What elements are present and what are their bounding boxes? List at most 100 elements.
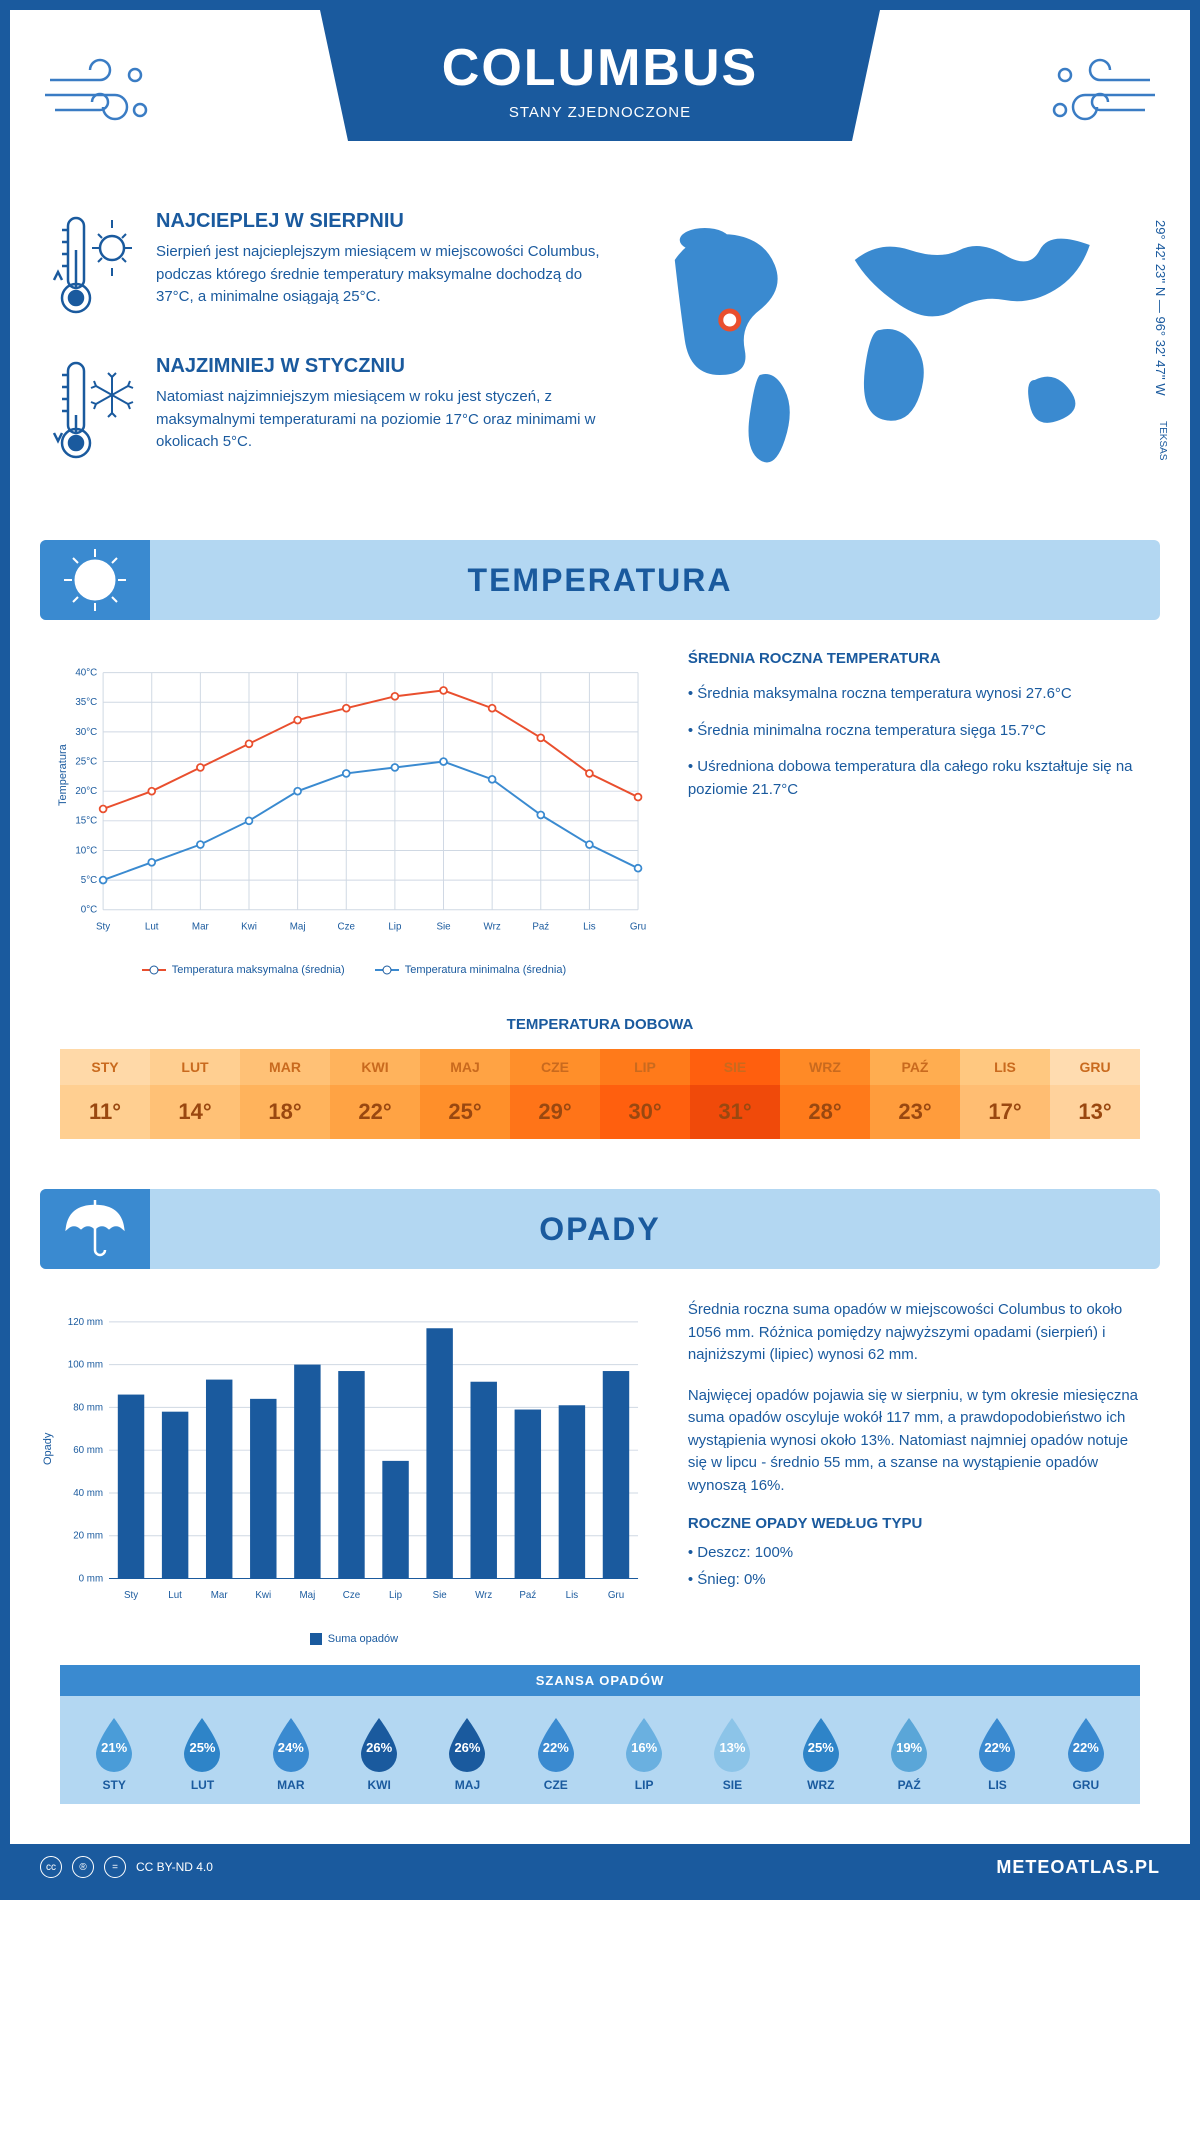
- umbrella-icon: [40, 1189, 150, 1269]
- nd-icon: =: [104, 1856, 126, 1878]
- svg-text:5°C: 5°C: [81, 875, 97, 886]
- warmest-title: NAJCIEPLEJ W SIERPNIU: [156, 210, 610, 233]
- coldest-text: Natomiast najzimniejszym miesiącem w rok…: [156, 386, 610, 454]
- rain-chance-row: 21%STY25%LUT24%MAR26%KWI26%MAJ22%CZE16%L…: [60, 1696, 1140, 1804]
- temperature-stats: ŚREDNIA ROCZNA TEMPERATURA • Średnia mak…: [688, 650, 1140, 976]
- country-subtitle: STANY ZJEDNOCZONE: [320, 104, 880, 121]
- svg-text:Paź: Paź: [532, 921, 549, 932]
- svg-text:Sty: Sty: [96, 921, 110, 932]
- svg-text:60 mm: 60 mm: [73, 1445, 103, 1456]
- rain-chance-block: SZANSA OPADÓW 21%STY25%LUT24%MAR26%KWI26…: [60, 1665, 1140, 1804]
- intro-row: NAJCIEPLEJ W SIERPNIU Sierpień jest najc…: [10, 190, 1190, 530]
- svg-text:10°C: 10°C: [75, 845, 97, 856]
- legend-max: Temperatura maksymalna (średnia): [172, 964, 345, 976]
- svg-text:Lut: Lut: [145, 921, 159, 932]
- svg-text:Lis: Lis: [566, 1590, 579, 1601]
- svg-text:100 mm: 100 mm: [68, 1360, 103, 1371]
- rain-chance-cell: 13%SIE: [688, 1714, 776, 1792]
- precip-text-1: Średnia roczna suma opadów w miejscowośc…: [688, 1299, 1140, 1367]
- svg-text:30°C: 30°C: [75, 727, 97, 738]
- svg-text:Sty: Sty: [124, 1590, 138, 1601]
- svg-text:Lis: Lis: [583, 921, 596, 932]
- precipitation-content: Opady 0 mm20 mm40 mm60 mm80 mm100 mm120 …: [10, 1269, 1190, 1665]
- y-axis-label: Opady: [42, 1433, 54, 1465]
- temperature-title: TEMPERATURA: [468, 562, 733, 599]
- temperature-content: Temperatura 0°C5°C10°C15°C20°C25°C30°C35…: [10, 620, 1190, 1006]
- svg-text:Wrz: Wrz: [484, 921, 501, 932]
- precipitation-title: OPADY: [539, 1211, 660, 1248]
- daily-temp-cell: KWI22°: [330, 1049, 420, 1139]
- region-label: TEKSAS: [1157, 421, 1168, 460]
- daily-temp-cell: STY11°: [60, 1049, 150, 1139]
- daily-temperature-block: TEMPERATURA DOBOWA STY11°LUT14°MAR18°KWI…: [10, 1006, 1190, 1179]
- svg-text:40°C: 40°C: [75, 668, 97, 679]
- svg-text:Cze: Cze: [343, 1590, 360, 1601]
- svg-text:0°C: 0°C: [81, 905, 97, 916]
- daily-temp-cell: LIS17°: [960, 1049, 1050, 1139]
- daily-temp-cell: CZE29°: [510, 1049, 600, 1139]
- cc-icon: cc: [40, 1856, 62, 1878]
- svg-text:20°C: 20°C: [75, 786, 97, 797]
- svg-text:35°C: 35°C: [75, 697, 97, 708]
- daily-temp-cell: SIE31°: [690, 1049, 780, 1139]
- svg-text:Mar: Mar: [192, 921, 210, 932]
- precip-type-snow: • Śnieg: 0%: [688, 1569, 1140, 1592]
- svg-text:Cze: Cze: [338, 921, 355, 932]
- rain-chance-cell: 25%WRZ: [777, 1714, 865, 1792]
- license-block: cc ® = CC BY-ND 4.0: [40, 1856, 213, 1878]
- temp-stat-2: • Średnia minimalna roczna temperatura s…: [688, 720, 1140, 743]
- daily-temperature-strip: STY11°LUT14°MAR18°KWI22°MAJ25°CZE29°LIP3…: [60, 1049, 1140, 1139]
- y-axis-label: Temperatura: [57, 744, 69, 806]
- svg-text:20 mm: 20 mm: [73, 1531, 103, 1542]
- svg-text:120 mm: 120 mm: [68, 1317, 103, 1328]
- precip-type-rain: • Deszcz: 100%: [688, 1542, 1140, 1565]
- warmest-text: Sierpień jest najcieplejszym miesiącem w…: [156, 241, 610, 309]
- svg-text:15°C: 15°C: [75, 816, 97, 827]
- svg-text:Sie: Sie: [436, 921, 450, 932]
- wind-icon: [40, 50, 160, 145]
- title-banner: COLUMBUS STANY ZJEDNOCZONE: [320, 10, 880, 141]
- precipitation-section-header: OPADY: [40, 1189, 1160, 1269]
- precip-text-2: Najwięcej opadów pojawia się w sierpniu,…: [688, 1385, 1140, 1498]
- svg-text:Lip: Lip: [389, 1590, 403, 1601]
- rain-chance-cell: 21%STY: [70, 1714, 158, 1792]
- temp-stats-title: ŚREDNIA ROCZNA TEMPERATURA: [688, 650, 1140, 667]
- coordinates: 29° 42' 23'' N — 96° 32' 47'' W: [1153, 220, 1168, 396]
- precipitation-stats: Średnia roczna suma opadów w miejscowośc…: [688, 1299, 1140, 1645]
- daily-temp-cell: LIP30°: [600, 1049, 690, 1139]
- chart-legend: Suma opadów: [60, 1633, 648, 1645]
- daily-temp-cell: GRU13°: [1050, 1049, 1140, 1139]
- wind-icon: [1040, 50, 1160, 145]
- header: COLUMBUS STANY ZJEDNOCZONE: [10, 10, 1190, 190]
- infographic-page: COLUMBUS STANY ZJEDNOCZONE NAJCIEPLEJ W …: [0, 0, 1200, 1900]
- rain-chance-cell: 22%CZE: [512, 1714, 600, 1792]
- site-name: METEOATLAS.PL: [996, 1857, 1160, 1878]
- rain-chance-cell: 26%KWI: [335, 1714, 423, 1792]
- rain-chance-cell: 22%GRU: [1042, 1714, 1130, 1792]
- warmest-block: NAJCIEPLEJ W SIERPNIU Sierpień jest najc…: [50, 210, 610, 325]
- temperature-chart: Temperatura 0°C5°C10°C15°C20°C25°C30°C35…: [60, 650, 648, 976]
- rain-chance-cell: 16%LIP: [600, 1714, 688, 1792]
- svg-text:Gru: Gru: [630, 921, 646, 932]
- svg-text:40 mm: 40 mm: [73, 1488, 103, 1499]
- city-title: COLUMBUS: [320, 38, 880, 98]
- svg-text:Gru: Gru: [608, 1590, 624, 1601]
- rain-chance-title: SZANSA OPADÓW: [60, 1665, 1140, 1696]
- coldest-title: NAJZIMNIEJ W STYCZNIU: [156, 355, 610, 378]
- rain-chance-cell: 24%MAR: [247, 1714, 335, 1792]
- world-map-block: 29° 42' 23'' N — 96° 32' 47'' W TEKSAS: [640, 210, 1150, 500]
- thermometer-snow-icon: [50, 355, 140, 470]
- rain-chance-cell: 22%LIS: [953, 1714, 1041, 1792]
- precip-legend: Suma opadów: [328, 1633, 398, 1645]
- sun-icon: [40, 540, 150, 620]
- svg-text:Kwi: Kwi: [255, 1590, 271, 1601]
- daily-temp-cell: PAŹ23°: [870, 1049, 960, 1139]
- rain-chance-cell: 25%LUT: [158, 1714, 246, 1792]
- daily-temp-cell: MAR18°: [240, 1049, 330, 1139]
- daily-temp-cell: LUT14°: [150, 1049, 240, 1139]
- svg-text:Paź: Paź: [519, 1590, 536, 1601]
- coldest-block: NAJZIMNIEJ W STYCZNIU Natomiast najzimni…: [50, 355, 610, 470]
- rain-chance-cell: 26%MAJ: [423, 1714, 511, 1792]
- rain-chance-cell: 19%PAŹ: [865, 1714, 953, 1792]
- svg-text:80 mm: 80 mm: [73, 1402, 103, 1413]
